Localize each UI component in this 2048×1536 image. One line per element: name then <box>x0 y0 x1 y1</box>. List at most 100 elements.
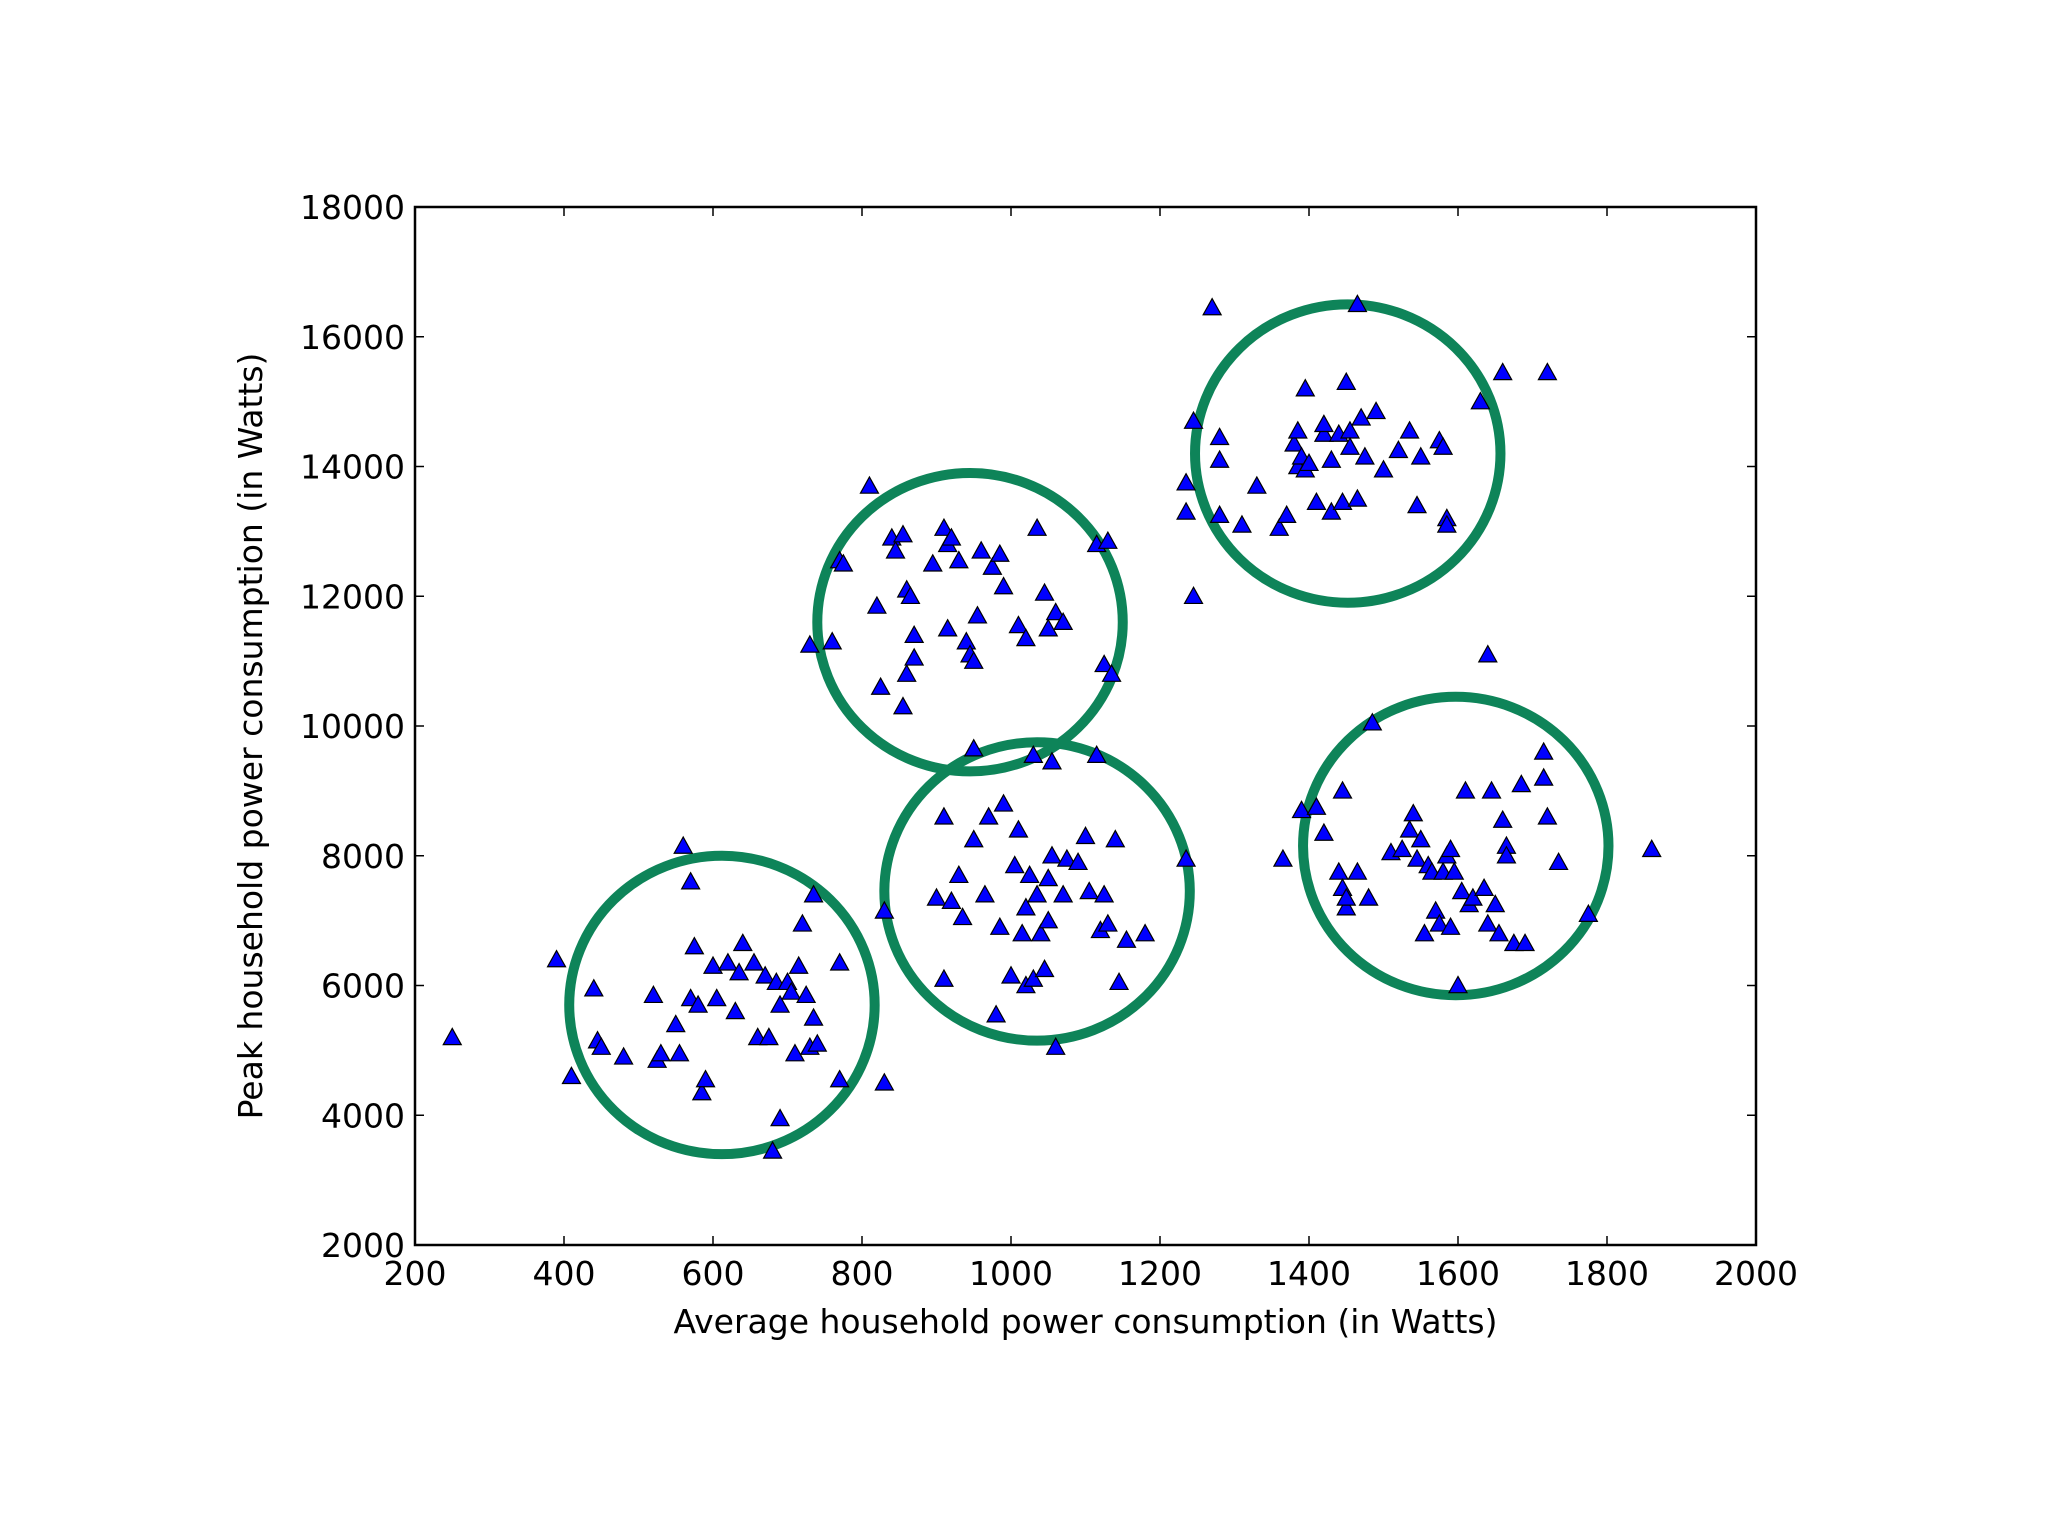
data-points <box>442 294 1662 1159</box>
data-point <box>1474 877 1495 896</box>
data-point <box>874 1072 895 1091</box>
data-point <box>643 984 664 1004</box>
data-point <box>1313 822 1334 841</box>
data-point <box>993 576 1014 595</box>
data-point <box>1008 615 1029 634</box>
data-point <box>1094 884 1115 903</box>
data-point <box>684 936 705 955</box>
data-point <box>1209 449 1230 468</box>
data-point <box>933 968 954 987</box>
data-point <box>986 1004 1007 1023</box>
y-axis-label: Peak household power consumption (in Wat… <box>231 353 270 1120</box>
data-point <box>1202 297 1223 316</box>
data-point <box>963 829 984 848</box>
data-point <box>799 634 820 653</box>
data-point <box>900 586 921 605</box>
data-point <box>1086 744 1107 763</box>
data-point <box>717 952 738 971</box>
x-tick-label: 1800 <box>1565 1254 1649 1293</box>
data-point <box>1012 923 1033 942</box>
data-point <box>1451 881 1472 900</box>
data-point <box>1097 530 1118 549</box>
data-point <box>1328 861 1349 880</box>
data-point <box>1496 845 1517 864</box>
data-point <box>1366 401 1387 420</box>
data-point <box>1291 800 1312 819</box>
data-point <box>1135 923 1156 942</box>
data-point <box>1027 884 1048 903</box>
data-point <box>1407 848 1428 867</box>
data-point <box>1403 803 1424 822</box>
data-point <box>1313 423 1334 442</box>
data-point <box>1321 501 1342 520</box>
data-point <box>922 553 943 572</box>
data-point <box>688 994 709 1013</box>
data-point <box>948 864 969 884</box>
data-point <box>822 631 843 650</box>
data-point <box>1045 1036 1066 1055</box>
data-point <box>989 916 1010 935</box>
cluster-circle-5 <box>1298 691 1614 1001</box>
data-point <box>1362 712 1383 731</box>
data-point <box>1269 517 1290 536</box>
data-point <box>1537 362 1558 381</box>
data-point <box>613 1046 634 1065</box>
data-point <box>1436 514 1457 533</box>
data-point <box>978 806 999 825</box>
data-point <box>1041 845 1062 864</box>
y-tick-label: 16000 <box>300 318 405 357</box>
data-point <box>803 1007 824 1026</box>
data-point <box>1015 628 1036 647</box>
data-point <box>729 962 750 981</box>
x-tick-label: 1000 <box>969 1254 1053 1293</box>
data-point <box>1537 806 1558 825</box>
data-point <box>971 540 992 559</box>
data-point <box>1231 514 1252 533</box>
data-point <box>829 952 850 971</box>
data-point <box>1008 819 1029 838</box>
data-point <box>1533 741 1554 760</box>
data-point <box>982 556 1003 575</box>
data-point <box>1462 887 1483 906</box>
data-point <box>1410 446 1431 465</box>
data-point <box>1053 611 1074 631</box>
data-point <box>1183 410 1204 429</box>
data-point <box>1336 897 1357 916</box>
data-point <box>1101 663 1122 682</box>
data-point <box>442 1027 463 1046</box>
data-point <box>904 647 925 666</box>
data-point <box>1358 887 1379 906</box>
x-tick-label: 1400 <box>1267 1254 1351 1293</box>
data-point <box>892 696 913 715</box>
data-point <box>1399 819 1420 838</box>
data-point <box>781 981 802 1000</box>
data-point <box>1429 913 1450 932</box>
data-point <box>1485 894 1506 913</box>
data-point <box>1339 436 1360 455</box>
data-point <box>963 650 984 669</box>
data-point <box>1183 586 1204 605</box>
data-point <box>1533 767 1554 786</box>
data-point <box>1641 839 1662 858</box>
data-point <box>1347 488 1368 507</box>
data-point <box>1023 968 1044 987</box>
data-point <box>1336 887 1357 906</box>
y-tick-label: 2000 <box>321 1226 405 1265</box>
x-tick-label: 200 <box>384 1254 447 1293</box>
data-point <box>725 1001 746 1020</box>
x-tick-label: 400 <box>533 1254 596 1293</box>
data-point <box>807 1033 828 1052</box>
data-point <box>1407 495 1428 514</box>
data-point <box>941 890 962 909</box>
data-point <box>546 949 567 968</box>
data-point <box>1023 744 1044 763</box>
data-point <box>1019 864 1040 884</box>
data-point <box>758 1027 779 1046</box>
data-point <box>866 595 887 614</box>
data-point <box>1079 881 1100 900</box>
data-point <box>1511 774 1532 793</box>
data-point <box>1276 504 1297 523</box>
y-tick-label: 10000 <box>300 707 405 746</box>
data-point <box>1041 751 1062 770</box>
